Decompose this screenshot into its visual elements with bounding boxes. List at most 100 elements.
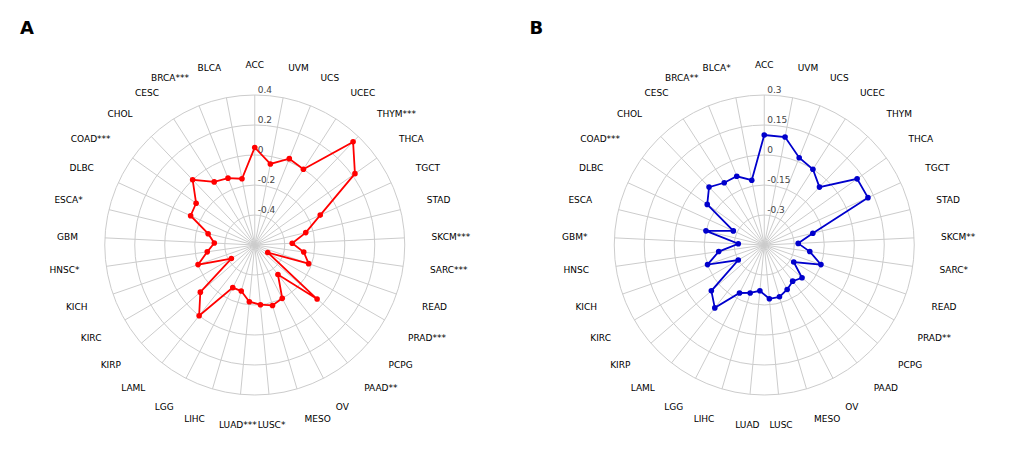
radar-point bbox=[712, 305, 718, 311]
category-label: KIRP bbox=[101, 360, 122, 370]
category-label: LAML bbox=[631, 383, 655, 393]
spoke bbox=[226, 98, 254, 245]
radar-point bbox=[747, 290, 753, 296]
category-label: LGG bbox=[155, 402, 174, 412]
radar-point bbox=[709, 288, 715, 294]
category-label: KIRC bbox=[81, 333, 102, 343]
radar-point bbox=[352, 171, 358, 177]
radar-point bbox=[252, 145, 258, 151]
panel-title: B bbox=[530, 17, 544, 38]
ring-label: 0.15 bbox=[767, 115, 787, 125]
spoke bbox=[683, 119, 764, 245]
radar-point bbox=[314, 296, 320, 302]
spoke bbox=[764, 136, 868, 245]
spoke bbox=[255, 136, 359, 245]
category-label: LUSC bbox=[769, 420, 792, 430]
grid bbox=[105, 95, 405, 395]
radar-point bbox=[734, 174, 740, 180]
grid bbox=[614, 95, 914, 395]
radar-point bbox=[239, 176, 245, 182]
category-label: OV bbox=[845, 402, 859, 412]
category-label: BLCA* bbox=[703, 63, 732, 73]
category-label: UCEC bbox=[860, 88, 885, 98]
category-label: STAD bbox=[936, 195, 960, 205]
spoke bbox=[764, 158, 886, 245]
radar-point bbox=[190, 177, 196, 183]
category-label: UCS bbox=[830, 73, 849, 83]
ring-label: -0.4 bbox=[258, 205, 276, 215]
category-label: DLBC bbox=[69, 163, 93, 173]
ring-label: 0.2 bbox=[258, 115, 272, 125]
category-label: THYM bbox=[885, 109, 912, 119]
category-label: ESCA* bbox=[54, 195, 83, 205]
category-label: SKCM** bbox=[941, 232, 976, 242]
radar-point bbox=[229, 256, 235, 262]
spoke bbox=[709, 106, 765, 245]
radar-point bbox=[317, 212, 323, 218]
spoke bbox=[133, 158, 255, 245]
radar-point bbox=[301, 249, 307, 255]
spoke bbox=[764, 245, 806, 389]
radar-point bbox=[211, 179, 217, 185]
radar-point bbox=[196, 313, 202, 319]
radar-point bbox=[705, 262, 711, 268]
spoke bbox=[255, 245, 348, 363]
category-label: GBM bbox=[57, 232, 78, 242]
radar-point bbox=[230, 285, 236, 291]
radar-point bbox=[306, 261, 312, 267]
category-label: HNSC* bbox=[50, 265, 80, 275]
category-label: COAD*** bbox=[71, 134, 111, 144]
radar-point bbox=[782, 134, 788, 140]
spoke bbox=[616, 245, 764, 266]
ring-label: 0.4 bbox=[258, 85, 273, 95]
category-label: MESO bbox=[814, 414, 840, 424]
radar-point bbox=[737, 290, 743, 296]
category-label: LUAD*** bbox=[219, 420, 257, 430]
radar-point bbox=[350, 139, 356, 145]
spoke bbox=[642, 158, 764, 245]
radar-point bbox=[799, 275, 805, 281]
radar-point bbox=[790, 278, 796, 284]
radar-panel: A-0.4-0.200.20.4ACCUVMUCSUCECTHYM***THCA… bbox=[20, 17, 471, 430]
category-label: SARC* bbox=[939, 265, 968, 275]
spoke bbox=[106, 245, 254, 266]
radar-point bbox=[777, 294, 783, 300]
category-label: OV bbox=[336, 402, 350, 412]
category-label: CESC bbox=[645, 88, 669, 98]
spoke bbox=[764, 95, 765, 245]
category-label: PCPG bbox=[898, 360, 922, 370]
spoke bbox=[764, 210, 910, 245]
spoke bbox=[255, 245, 297, 389]
radar-point bbox=[791, 259, 797, 265]
radar-point bbox=[268, 161, 274, 167]
spoke bbox=[764, 245, 857, 363]
radar-point bbox=[303, 230, 309, 236]
radar-point bbox=[247, 299, 253, 305]
radar-point bbox=[703, 228, 709, 234]
radar-point bbox=[198, 289, 204, 295]
category-label: TGCT bbox=[924, 163, 950, 173]
category-label: LIHC bbox=[694, 414, 715, 424]
radar-point bbox=[279, 296, 285, 302]
radar-point bbox=[193, 200, 199, 206]
radar-point bbox=[807, 249, 813, 255]
category-label: UVM bbox=[288, 63, 309, 73]
radar-point bbox=[795, 241, 801, 247]
category-label: MESO bbox=[305, 414, 331, 424]
radar-point bbox=[810, 230, 816, 236]
radar-line bbox=[191, 142, 355, 316]
radar-point bbox=[817, 184, 823, 190]
ring-label: 0.3 bbox=[767, 85, 781, 95]
spoke bbox=[764, 245, 778, 394]
radar-point bbox=[731, 228, 737, 234]
category-label: UCEC bbox=[350, 88, 375, 98]
category-label: BLCA bbox=[198, 63, 222, 73]
spoke bbox=[199, 106, 255, 245]
radar-point bbox=[204, 249, 210, 255]
spoke bbox=[255, 245, 269, 394]
spoke bbox=[125, 245, 255, 320]
spoke bbox=[651, 245, 764, 343]
category-label: PAAD** bbox=[364, 383, 398, 393]
ring-label: -0.3 bbox=[767, 205, 785, 215]
radar-point bbox=[818, 262, 824, 268]
